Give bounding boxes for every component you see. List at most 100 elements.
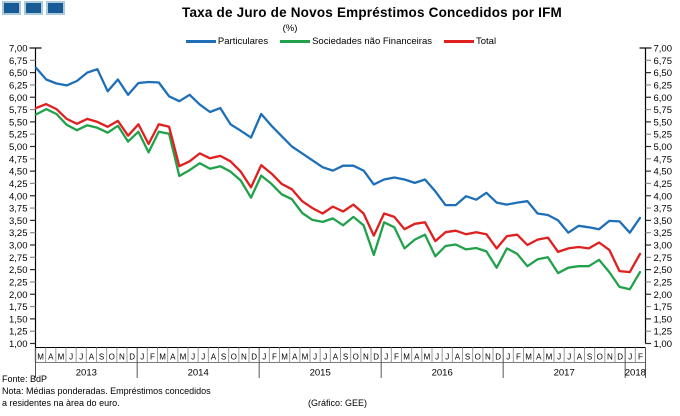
- year-label: 2015: [310, 368, 331, 379]
- month-label: F: [150, 353, 155, 362]
- y-tick-label-right: 4,25: [654, 179, 673, 190]
- month-label: N: [241, 353, 247, 362]
- year-label: 2014: [188, 368, 209, 379]
- legend-swatch-total: [443, 40, 474, 43]
- y-tick-label-right: 4,00: [654, 191, 673, 202]
- month-label: J: [628, 353, 632, 362]
- y-tick-label-left: 5,00: [9, 142, 28, 153]
- legend: Particulares Sociedades não Financeiras …: [35, 36, 647, 47]
- y-tick-label-right: 6,50: [654, 68, 673, 79]
- y-tick-label-right: 6,00: [654, 93, 673, 104]
- month-label: J: [79, 353, 83, 362]
- year-label: 2016: [432, 368, 453, 379]
- y-tick-label-left: 3,50: [9, 216, 28, 227]
- month-label: F: [394, 353, 399, 362]
- month-label: D: [373, 353, 379, 362]
- month-label: J: [69, 353, 73, 362]
- month-label: A: [292, 353, 298, 362]
- y-tick-label-right: 5,25: [654, 130, 673, 141]
- y-tick-label-right: 5,50: [654, 117, 673, 128]
- y-tick-label-right: 3,25: [654, 228, 673, 239]
- y-tick-label-right: 6,25: [654, 80, 673, 91]
- legend-label: Sociedades não Financeiras: [312, 36, 432, 47]
- month-label: M: [525, 353, 532, 362]
- y-tick-label-left: 1,00: [9, 339, 28, 350]
- y-tick-label-left: 4,25: [9, 179, 28, 190]
- month-label: O: [231, 353, 237, 362]
- month-label: J: [323, 353, 327, 362]
- series-line-sociedades-n-o-financeiras: [34, 107, 642, 291]
- legend-swatch-particulares: [185, 40, 216, 43]
- y-tick-label-right: 7,00: [654, 44, 673, 55]
- month-label: A: [333, 353, 339, 362]
- month-label: M: [546, 353, 553, 362]
- y-tick-label-left: 3,75: [9, 204, 28, 215]
- y-tick-label-left: 4,50: [9, 167, 28, 178]
- legend-item-total: Total: [443, 36, 496, 47]
- y-tick-label-right: 5,00: [654, 142, 673, 153]
- year-label: 2013: [76, 368, 97, 379]
- month-label: M: [180, 353, 187, 362]
- month-label: O: [475, 353, 481, 362]
- month-label: M: [403, 353, 410, 362]
- y-tick-label-left: 2,75: [9, 253, 28, 264]
- month-label: A: [414, 353, 420, 362]
- month-label: J: [445, 353, 449, 362]
- y-tick-label-right: 5,75: [654, 105, 673, 116]
- month-label: A: [577, 353, 583, 362]
- month-label: O: [109, 353, 115, 362]
- month-label: M: [37, 353, 44, 362]
- y-tick-label-right: 2,00: [654, 290, 673, 301]
- month-label: J: [140, 353, 144, 362]
- y-tick-label-right: 2,50: [654, 265, 673, 276]
- y-tick-label-right: 1,75: [654, 302, 673, 313]
- month-label: A: [211, 353, 217, 362]
- chart-subtitle: (%): [282, 23, 298, 34]
- month-label: J: [506, 353, 510, 362]
- month-label: J: [191, 353, 195, 362]
- month-label: J: [435, 353, 439, 362]
- series-line-total: [34, 102, 642, 274]
- month-label: O: [353, 353, 359, 362]
- logo: [2, 1, 65, 15]
- legend-item-particulares: Particulares: [185, 36, 268, 47]
- footnote-line-2: a residentes na àrea do euro.: [2, 398, 120, 408]
- y-tick-label-left: 5,25: [9, 130, 28, 141]
- month-label: S: [587, 353, 592, 362]
- month-label: D: [617, 353, 623, 362]
- y-tick-label-right: 1,50: [654, 314, 673, 325]
- month-label: A: [48, 353, 54, 362]
- logo-square: [46, 1, 65, 15]
- month-label: J: [384, 353, 388, 362]
- month-label: M: [302, 353, 309, 362]
- year-label: 2018: [625, 368, 646, 379]
- y-tick-label-left: 5,75: [9, 105, 28, 116]
- month-label: A: [170, 353, 176, 362]
- logo-square: [2, 1, 21, 15]
- y-tick-label-left: 2,25: [9, 277, 28, 288]
- month-label: O: [597, 353, 603, 362]
- month-label: M: [281, 353, 288, 362]
- month-label: A: [455, 353, 461, 362]
- y-tick-label-right: 4,75: [654, 154, 673, 165]
- month-label: D: [495, 353, 501, 362]
- y-tick-label-right: 2,75: [654, 253, 673, 264]
- y-tick-label-right: 3,50: [654, 216, 673, 227]
- month-label: D: [129, 353, 135, 362]
- y-tick-label-left: 5,50: [9, 117, 28, 128]
- month-label: M: [424, 353, 431, 362]
- month-label: A: [536, 353, 542, 362]
- month-label: J: [313, 353, 317, 362]
- month-label: A: [89, 353, 95, 362]
- month-label: S: [465, 353, 470, 362]
- y-tick-label-left: 4,00: [9, 191, 28, 202]
- legend-item-sociedades: Sociedades não Financeiras: [280, 36, 432, 47]
- y-tick-label-left: 7,00: [9, 44, 28, 55]
- month-label: N: [485, 353, 491, 362]
- y-tick-label-left: 3,00: [9, 241, 28, 252]
- y-tick-label-left: 2,00: [9, 290, 28, 301]
- month-label: F: [638, 353, 643, 362]
- y-tick-label-left: 6,50: [9, 68, 28, 79]
- month-label: N: [363, 353, 369, 362]
